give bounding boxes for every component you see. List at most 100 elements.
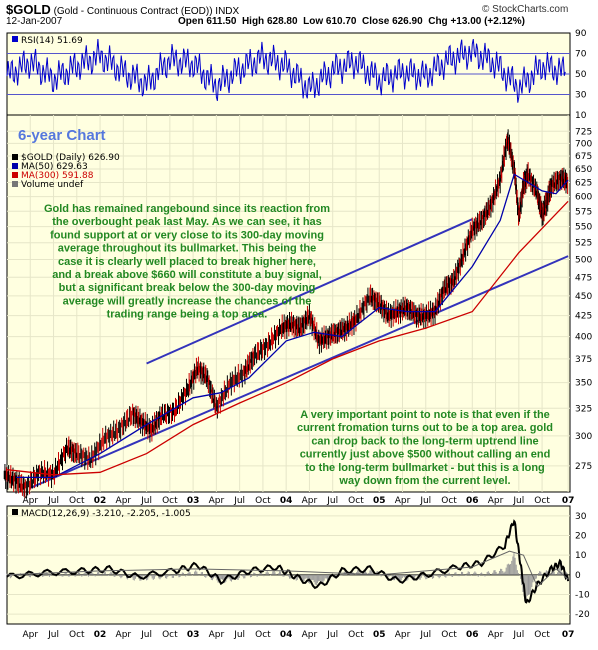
price-x-tick-label: Jul: [233, 496, 245, 506]
macd-x-tick-label: Oct: [69, 630, 85, 640]
price-tick-label: 450: [575, 292, 592, 302]
price-legend-entry: MA(300) 591.88: [21, 171, 94, 181]
price-x-tick-label: Apr: [22, 496, 38, 506]
price-panel-frame: [6, 114, 571, 493]
high-value: 628.80: [266, 16, 298, 27]
macd-tick-label: -20: [575, 610, 590, 620]
macd-x-tick-label: Apr: [22, 630, 38, 640]
rsi-legend: RSI(14) 51.69: [21, 36, 83, 46]
trendline-2: [29, 255, 569, 489]
price-x-tick-label: 07: [562, 496, 575, 506]
macd-legend-swatch: [12, 509, 18, 515]
price-x-tick-label: Jul: [326, 496, 338, 506]
instrument-name: (Gold - Continuous Contract (EOD)) INDX: [53, 6, 240, 17]
macd-x-tick-label: Apr: [209, 630, 225, 640]
macd-x-tick-label: Oct: [441, 630, 457, 640]
macd-tick-label: 0: [575, 571, 581, 581]
price-x-tick-label: Oct: [162, 496, 178, 506]
price-tick-label: 400: [575, 333, 592, 343]
price-legend-swatch: [12, 163, 18, 169]
macd-legend: MACD(12,26,9) -3.210, -2.205, -1.005: [21, 509, 191, 519]
price-x-tick-label: Oct: [69, 496, 85, 506]
low-value: 610.70: [325, 16, 357, 27]
price-tick-label: 325: [575, 404, 592, 414]
trendline-1: [146, 218, 473, 365]
chart-date: 12-Jan-2007: [6, 16, 63, 27]
macd-x-tick-label: Apr: [395, 630, 411, 640]
price-x-tick-label: Apr: [395, 496, 411, 506]
price-x-tick-label: 04: [280, 496, 293, 506]
macd-x-tick-label: Oct: [255, 630, 271, 640]
annotation-2: A very important point to note is that e…: [297, 409, 553, 487]
price-tick-label: 350: [575, 379, 592, 389]
macd-tick-label: 10: [575, 551, 587, 561]
macd-tick-label: -10: [575, 591, 590, 601]
chg-label: Chg: [428, 16, 448, 27]
low-label: Low: [303, 16, 324, 27]
macd-x-tick-label: Apr: [302, 630, 318, 640]
price-x-tick-label: Apr: [302, 496, 318, 506]
price-tick-label: 425: [575, 312, 592, 322]
macd-x-tick-label: 07: [562, 630, 575, 640]
high-label: High: [241, 16, 265, 27]
close-value: 626.90: [392, 16, 423, 27]
macd-line: [6, 519, 570, 604]
price-bars: [3, 129, 569, 499]
price-x-tick-label: Jul: [419, 496, 431, 506]
close-label: Close: [362, 16, 390, 27]
price-x-tick-label: Oct: [255, 496, 271, 506]
price-x-tick-label: Apr: [488, 496, 504, 506]
macd-x-tick-label: Jul: [419, 630, 431, 640]
macd-x-tick-label: 04: [280, 630, 293, 640]
price-x-tick-label: 06: [466, 496, 479, 506]
macd-panel-frame: [6, 505, 571, 625]
price-legend-swatch: [12, 154, 18, 160]
macd-x-tick-label: Jul: [326, 630, 338, 640]
price-tick-label: 275: [575, 462, 592, 472]
price-tick-label: 500: [575, 256, 592, 266]
price-x-tick-label: 03: [187, 496, 200, 506]
macd-x-tick-label: Jul: [140, 630, 152, 640]
macd-x-tick-label: Jul: [512, 630, 524, 640]
price-tick-label: 300: [575, 432, 592, 442]
symbol: $GOLD: [6, 2, 51, 17]
macd-x-tick-label: 05: [373, 630, 386, 640]
copyright: © StockCharts.com: [482, 4, 569, 15]
macd-x-tick-label: 02: [94, 630, 107, 640]
price-x-tick-label: Jul: [512, 496, 524, 506]
open-label: Open: [178, 16, 204, 27]
price-tick-label: 525: [575, 239, 592, 249]
price-tick-label: 700: [575, 139, 592, 149]
price-tick-label: 725: [575, 127, 592, 137]
price-x-tick-label: Jul: [140, 496, 152, 506]
price-x-tick-label: 05: [373, 496, 386, 506]
price-tick-label: 600: [575, 193, 592, 203]
price-x-tick-label: 02: [94, 496, 107, 506]
price-tick-label: 650: [575, 165, 592, 175]
price-x-tick-label: Apr: [116, 496, 132, 506]
annotation-1: Gold has remained rangebound since its r…: [44, 203, 330, 321]
ohlc-readout: Open 611.50 High 628.80 Low 610.70 Close…: [178, 16, 525, 27]
macd-x-tick-label: Oct: [534, 630, 550, 640]
macd-x-tick-label: Jul: [47, 630, 59, 640]
price-x-tick-label: Oct: [348, 496, 364, 506]
macd-x-tick-label: Oct: [162, 630, 178, 640]
price-x-tick-label: Oct: [441, 496, 457, 506]
macd-signal-line: [6, 550, 569, 588]
macd-tick-label: 30: [575, 512, 587, 522]
price-tick-label: 375: [575, 355, 592, 365]
price-legend-entry: MA(50) 629.63: [21, 162, 88, 172]
ma300-line: [6, 200, 569, 476]
price-legend-entry: Volume undef: [21, 180, 84, 190]
ma50-line: [16, 173, 569, 479]
price-tick-label: 625: [575, 179, 592, 189]
price-x-tick-label: Oct: [534, 496, 550, 506]
price-x-tick-label: Jul: [47, 496, 59, 506]
price-tick-label: 575: [575, 207, 592, 217]
chg-value: +13.00 (+2.12%): [450, 16, 525, 27]
price-tick-label: 550: [575, 223, 592, 233]
macd-x-tick-label: Oct: [348, 630, 364, 640]
rsi-tick-label: 70: [575, 50, 587, 60]
chart-title: 6-year Chart: [18, 127, 106, 144]
